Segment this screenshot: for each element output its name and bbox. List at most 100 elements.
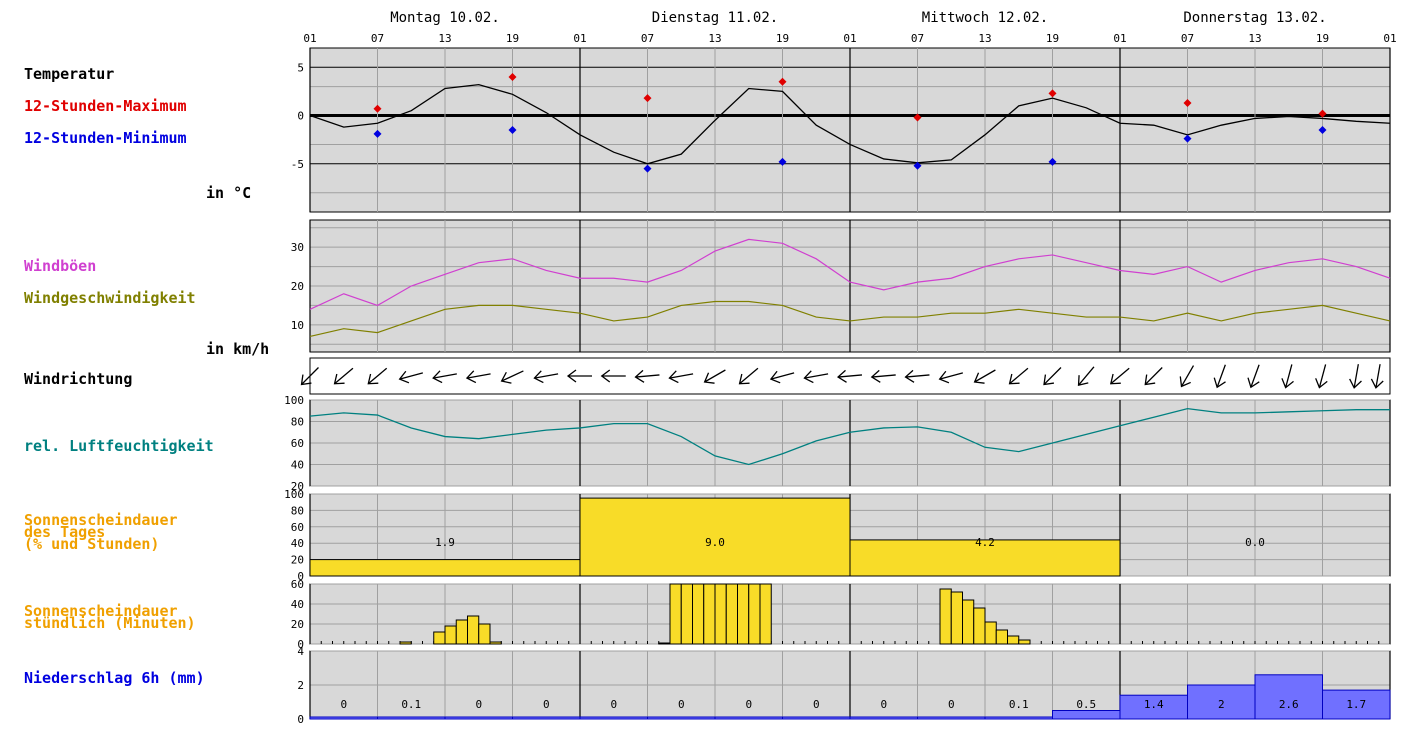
wind-arrow-shaft: [1353, 364, 1359, 388]
hourly-sunshine-bar: [489, 641, 502, 645]
wind-arrow-shaft: [1144, 367, 1163, 385]
wind-arrow: [432, 370, 457, 384]
wind-arrow-head: [533, 370, 544, 384]
wind-arrow-head: [738, 373, 750, 385]
max-point: [1048, 89, 1057, 98]
wind-arrow-shaft: [334, 367, 354, 385]
hourly-sunshine-bar: [658, 642, 671, 645]
wind-arrow-head: [870, 369, 881, 383]
wind-speed-line: [309, 300, 1391, 338]
wind-unit-label: in km/h: [206, 340, 270, 358]
temperature-line: [309, 83, 1391, 165]
wind-arrow-shaft: [704, 369, 726, 383]
wind-arrow: [1043, 367, 1062, 386]
wind-arrow-head: [973, 372, 985, 384]
hour-tick-label: 07: [1181, 32, 1194, 45]
precipitation-ytick: 4: [297, 645, 304, 658]
precipitation-bar: [579, 716, 648, 720]
wind-arrow-shaft: [939, 372, 964, 380]
wind-arrow: [769, 370, 795, 384]
daily-sunshine-bar: [309, 559, 581, 577]
wind-arrow-head: [600, 369, 611, 383]
hourly-sunshine-bar: [680, 583, 693, 645]
temperature-ytick: 5: [297, 61, 304, 74]
hourly-sunshine-bar: [455, 619, 468, 645]
wind-ytick: 10: [291, 319, 304, 332]
wind-speed-label: Windgeschwindigkeit: [24, 289, 196, 307]
min-point: [643, 164, 652, 173]
precipitation-bar: [984, 716, 1053, 720]
hour-tick-label: 19: [1046, 32, 1059, 45]
precipitation-bar: [917, 716, 986, 720]
precipitation-value: 0: [948, 698, 955, 711]
wind-arrow-shaft: [871, 374, 896, 378]
wind-arrow-shaft: [804, 373, 829, 379]
hourly-sunshine-ytick: 40: [291, 598, 304, 611]
wind-arrow-head: [634, 369, 645, 383]
daily-sunshine-label: Sonnenscheindauer des Tages (% und Stund…: [24, 511, 178, 553]
wind-arrow-head: [1144, 374, 1156, 386]
daily-sunshine-value: 4.2: [975, 536, 995, 549]
hourly-sunshine-bar: [1007, 635, 1020, 645]
precipitation-value: 1.7: [1346, 698, 1366, 711]
wind-arrow-shaft: [501, 370, 524, 382]
wind-direction-label: Windrichtung: [24, 370, 133, 388]
wind-arrow-head: [566, 369, 577, 383]
hourly-sunshine-bar: [973, 607, 986, 645]
hourly-sunshine-bar: [950, 591, 963, 645]
wind-arrow: [1109, 367, 1130, 385]
wind-arrow-head: [938, 370, 950, 384]
precipitation-value: 0: [340, 698, 347, 711]
wind-arrow: [1144, 367, 1163, 386]
wind-arrow-head: [1043, 374, 1055, 386]
wind-arrow: [703, 369, 726, 384]
wind-arrow: [668, 370, 694, 384]
wind-arrow: [1370, 364, 1384, 389]
wind-arrow-shaft: [1285, 364, 1293, 388]
min-label: 12-Stunden-Minimum: [24, 129, 187, 147]
hour-tick-label: 19: [506, 32, 519, 45]
hour-tick-label: 13: [438, 32, 451, 45]
wind-arrow-shaft: [1043, 367, 1062, 385]
hourly-sunshine-bar: [759, 583, 772, 645]
hourly-sunshine-bar: [714, 583, 727, 645]
temp-unit-label: in °C: [206, 184, 252, 202]
precipitation-value: 2.6: [1279, 698, 1299, 711]
daily-sunshine-value: 0.0: [1245, 536, 1265, 549]
wind-arrow-head: [769, 370, 781, 384]
wind-arrow-shaft: [905, 374, 930, 378]
wind-arrow-shaft: [837, 374, 863, 378]
wind-arrow: [938, 370, 964, 384]
wind-arrow: [600, 369, 626, 383]
daily-sunshine-value: 1.9: [435, 536, 455, 549]
precipitation-value: 0: [880, 698, 887, 711]
wind-arrow-head: [1077, 375, 1089, 387]
hour-tick-label: 01: [843, 32, 856, 45]
hourly-sunshine-bar: [1018, 639, 1031, 645]
wind-arrow: [870, 369, 896, 383]
daily-sunshine-bar: [849, 539, 1121, 577]
precipitation-bar: [1322, 689, 1391, 720]
daily-sunshine-value: 9.0: [705, 536, 725, 549]
humidity-ytick: 80: [291, 416, 304, 429]
min-point: [1048, 157, 1057, 166]
wind-arrow: [1008, 367, 1029, 385]
humidity-ytick: 60: [291, 437, 304, 450]
hour-tick-label: 19: [1316, 32, 1329, 45]
precipitation-ytick: 2: [297, 679, 304, 692]
gusts-label: Windböen: [24, 257, 97, 275]
wind-arrow: [333, 367, 354, 385]
wind-arrow-head: [904, 369, 915, 383]
wind-arrow-head: [836, 369, 847, 383]
wind-arrow-head: [333, 373, 345, 385]
precipitation-value: 0: [610, 698, 617, 711]
wind-arrow: [738, 367, 759, 385]
wind-ytick: 20: [291, 280, 304, 293]
hourly-sunshine-bar: [478, 623, 491, 645]
humidity-ytick: 20: [291, 480, 304, 493]
hourly-sunshine-bar: [962, 599, 975, 645]
hour-tick-label: 01: [303, 32, 316, 45]
wind-arrow: [836, 369, 863, 383]
precipitation-ytick: 0: [297, 713, 304, 726]
wind-arrow-head: [803, 370, 814, 384]
